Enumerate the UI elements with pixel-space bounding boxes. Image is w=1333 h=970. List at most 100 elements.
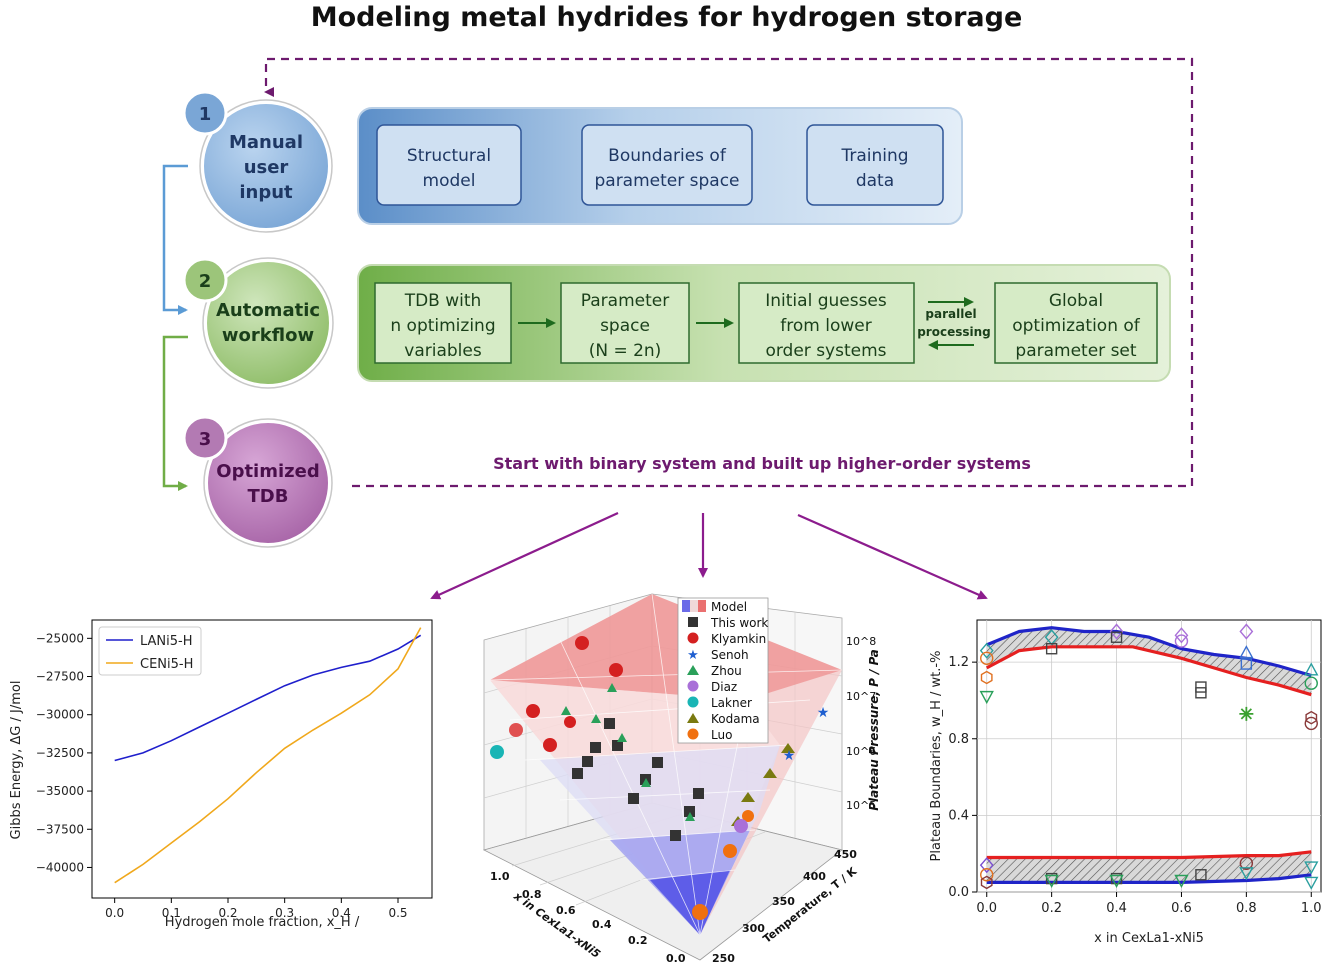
row2-box-1-line3: variables [404,341,482,361]
chart2-tt-5: 450 [834,848,857,861]
chart1-series-1 [114,634,422,762]
chart2-x-ticks: 1.0 0.8 0.6 0.4 0.2 0.0 [490,870,686,965]
chart2-legend-9: Luo [711,728,732,742]
chart3-data-point [1110,631,1123,643]
chart2-legend-8: Kodama [711,712,760,726]
chart3-xtick-label: 0.2 [1041,901,1062,916]
chart1-ytick-label: −35000 [36,784,84,798]
step-2-number: 2 [199,271,212,292]
row1-box-2-line2: parameter space [594,171,739,191]
step-2-line1: Automatic [216,300,320,321]
row1-box-3: Training data [806,124,944,206]
chart2-tt-4: 400 [803,870,826,883]
chart3-data-point [1045,643,1058,655]
chart2-tt-3: 350 [772,895,795,908]
plateau-pressure-3d-chart: ★ ★ Model This work Klyamkin ★ Senoh Zho… [482,593,881,965]
chart3-xtick-label: 1.0 [1301,901,1322,916]
chart3-data-point [980,651,994,666]
chart3-xtick-label: 0.0 [976,901,997,916]
chart1-xtick-label: 0.1 [162,906,181,920]
chart3-data-point [1239,856,1254,870]
chart2-legend-3: Klyamkin [711,632,766,646]
chart3-frame [976,619,1322,893]
chart2-zlabel: Plateau Pressure, P / Pa [867,649,881,810]
chart2-legend-4: Senoh [711,648,749,662]
chart2-pt-3: 10^7 [846,690,876,703]
chart3-data-point [1195,681,1207,693]
chart2-t-ticks: 250 300 350 400 450 [712,848,857,965]
chart1-xtick-label: 0.2 [218,906,237,920]
connector-1-to-2 [162,164,188,315]
row1-box-1-line2: model [423,171,476,191]
step-3-number: 3 [199,429,212,450]
chart3-data-point [1044,874,1059,888]
chart3-ytick-label: 1.2 [948,655,969,670]
chart1-series-2 [114,627,422,884]
row2-box-1-line1: TDB with [404,291,482,311]
chart1-ylabel: Gibbs Energy, ΔG / J/mol [9,681,24,840]
chart3-data-point [1304,662,1319,676]
chart2-legend-2: This work [710,616,768,630]
row2-box-1-line2: n optimizing [390,316,495,336]
chart1-xtick-label: 0.4 [332,906,351,920]
chart3-data-point [1304,861,1319,875]
chart3-data-point [1174,627,1189,644]
chart3-data-point [1239,706,1254,721]
chart2-p-ticks: 10^5 10^6 10^7 10^8 [846,635,876,812]
svg-text:★: ★ [783,748,796,764]
chart1-ytick-label: −30000 [36,708,84,722]
chart3-lower-band [986,851,1312,883]
chart2-xt-5: 0.8 [522,888,542,901]
chart1-xtick-label: 0.0 [105,906,124,920]
chart2-pt-1: 10^5 [846,799,876,812]
row2-box-3-line2: from lower [780,316,871,336]
chart3-markers [979,623,1319,890]
chart3-data-point [1174,634,1189,648]
step-1-line1: Manual [229,132,303,153]
chart2-xt-6: 1.0 [490,870,510,883]
chart3-data-point [1195,687,1207,699]
chart3-series-3 [986,850,1312,860]
chart3-data-point [980,875,993,890]
chart3-data-point [1304,676,1318,690]
chart3-data-point [979,642,994,659]
page-title: Modeling metal hydrides for hydrogen sto… [310,2,1023,33]
chart3-data-point [1239,867,1254,881]
chart3-series-1 [986,626,1312,678]
row2-box-1: TDB with n optimizing variables [374,282,512,364]
connector-2-to-3 [162,335,188,491]
chart1-ytick-label: −32500 [36,746,84,760]
arrow-to-chart-1 [430,511,619,600]
chart1-xtick-label: 0.5 [388,906,407,920]
chart3-data-point [980,868,994,882]
chart3-ylabel: Plateau Boundaries, w_H / wt.-% [929,651,944,862]
chart3-data-point [1109,623,1124,640]
chart3-xlabel: x in CexLa1-xNi5 [1094,931,1204,946]
chart3-data-point [1240,658,1253,670]
step-2-line2: workflow [222,325,314,346]
chart2-legend-1: Model [711,600,747,614]
chart2-tt-2: 300 [742,922,765,935]
chart2-markers: ★ ★ [490,636,829,920]
chart3-xtick-label: 0.6 [1171,901,1192,916]
chart3-series-2 [985,645,1312,697]
step-3-line1: Optimized [216,461,319,482]
chart1-xlabel: Hydrogen mole fraction, x_H / [165,915,360,930]
row1-box-2-line1: Boundaries of [608,146,727,166]
arrow-to-chart-3 [797,513,988,600]
svg-text:★: ★ [687,648,699,663]
svg-text:★: ★ [817,705,830,721]
feedback-loop-arrow [264,57,1194,488]
step-1-line3: input [239,182,293,203]
row1-box-3-line2: data [856,171,894,191]
chart1-legend-2: CENi5-H [140,657,193,672]
chart3-data-point [979,690,994,705]
chart3-data-point [979,857,994,874]
row1-box-1-line1: Structural [407,146,491,166]
chart2-legend: Model This work Klyamkin ★ Senoh Zhou Di… [677,597,768,744]
chart2-xt-3: 0.4 [592,918,612,931]
chart3-data-point [1174,874,1189,888]
row1-box-2: Boundaries of parameter space [581,124,753,206]
chart2-legend-6: Diaz [711,680,737,694]
